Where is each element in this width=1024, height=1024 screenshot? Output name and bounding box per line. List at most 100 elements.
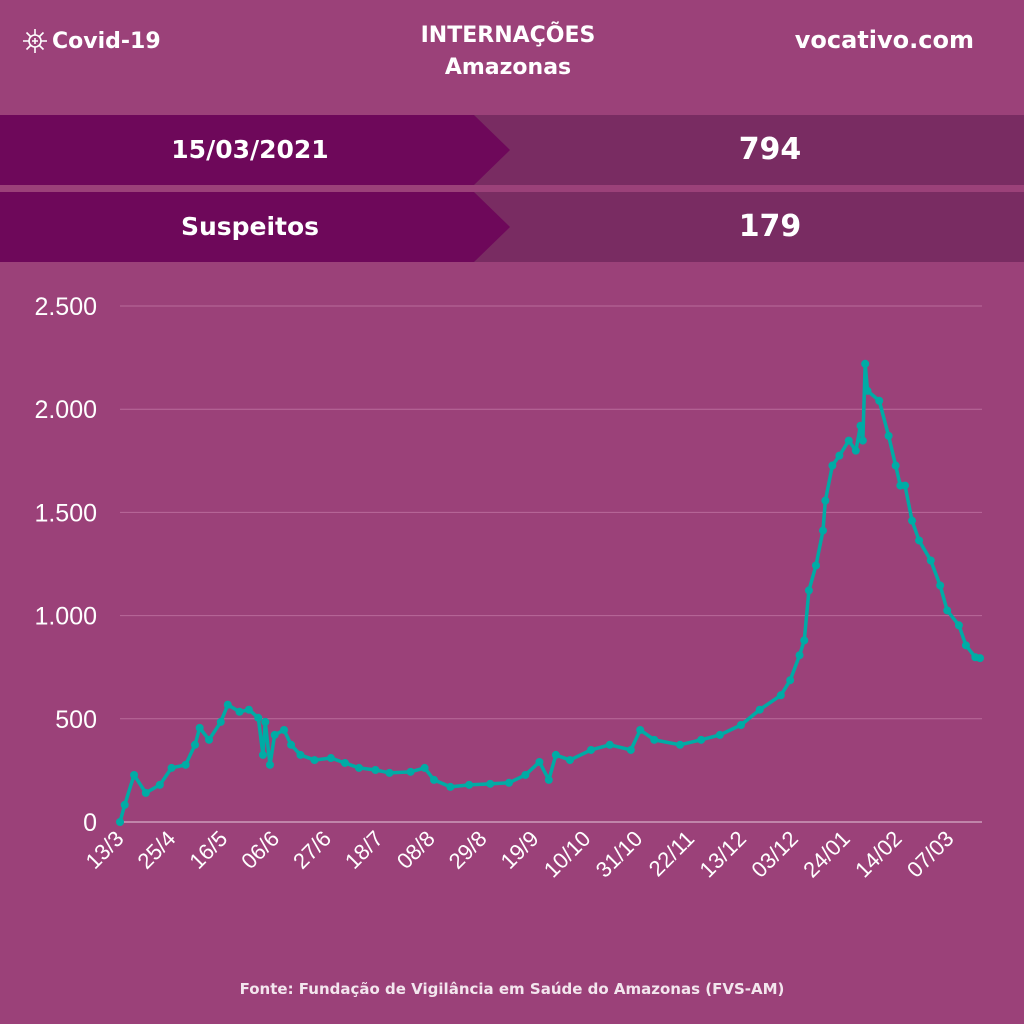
data-point bbox=[804, 586, 813, 595]
data-point bbox=[120, 800, 129, 809]
y-tick-label: 1.000 bbox=[34, 603, 97, 631]
stat-label: Suspeitos bbox=[180, 212, 320, 241]
data-point bbox=[258, 750, 267, 759]
data-point bbox=[326, 754, 335, 763]
data-point bbox=[504, 778, 513, 787]
x-tick-label: 27/6 bbox=[288, 826, 336, 874]
title: INTERNAÇÕES bbox=[420, 23, 596, 48]
data-point bbox=[863, 386, 872, 395]
data-point bbox=[216, 717, 225, 726]
data-point bbox=[891, 461, 900, 470]
data-point bbox=[406, 767, 415, 776]
x-tick-label: 06/6 bbox=[236, 826, 284, 874]
data-point bbox=[385, 768, 394, 777]
data-point bbox=[465, 780, 474, 789]
data-point bbox=[340, 758, 349, 767]
data-point bbox=[961, 641, 970, 650]
data-point bbox=[828, 461, 837, 470]
data-point bbox=[190, 740, 199, 749]
x-tick-label: 13/12 bbox=[694, 826, 751, 883]
data-point bbox=[430, 775, 439, 784]
data-point bbox=[167, 763, 176, 772]
data-point bbox=[130, 770, 139, 779]
x-tick-label: 18/7 bbox=[340, 826, 388, 874]
data-point bbox=[223, 700, 232, 709]
data-point bbox=[851, 446, 860, 455]
data-point bbox=[936, 581, 945, 590]
data-point bbox=[856, 421, 865, 430]
x-tick-label: 31/10 bbox=[591, 826, 648, 883]
data-point bbox=[355, 763, 364, 772]
site-name: vocativo.com bbox=[794, 26, 974, 54]
data-point bbox=[884, 431, 893, 440]
subtitle: Amazonas bbox=[444, 55, 572, 80]
data-point bbox=[235, 707, 244, 716]
data-point bbox=[626, 745, 635, 754]
data-point bbox=[844, 436, 853, 445]
source-note: Fonte: Fundação de Vigilância em Saúde d… bbox=[239, 980, 785, 998]
stat-label: 15/03/2021 bbox=[171, 135, 329, 164]
data-point bbox=[811, 561, 820, 570]
data-point bbox=[800, 636, 809, 645]
data-point bbox=[818, 526, 827, 535]
data-point bbox=[371, 765, 380, 774]
x-tick-label: 16/5 bbox=[184, 826, 232, 874]
data-point bbox=[296, 750, 305, 759]
x-tick-label: 10/10 bbox=[539, 826, 596, 883]
data-point bbox=[875, 396, 884, 405]
stat-value: 179 bbox=[738, 209, 802, 244]
data-point bbox=[776, 691, 785, 700]
data-point bbox=[195, 723, 204, 732]
data-point bbox=[287, 740, 296, 749]
x-tick-label: 03/12 bbox=[746, 826, 803, 883]
data-point bbox=[858, 436, 867, 445]
data-point bbox=[587, 745, 596, 754]
data-point bbox=[141, 788, 150, 797]
data-point bbox=[605, 740, 614, 749]
data-point bbox=[270, 730, 279, 739]
data-point bbox=[244, 705, 253, 714]
data-point bbox=[697, 735, 706, 744]
series-line bbox=[118, 362, 981, 823]
data-point bbox=[254, 713, 263, 722]
data-point bbox=[821, 496, 830, 505]
data-point bbox=[943, 606, 952, 615]
x-tick-label: 19/9 bbox=[496, 826, 544, 874]
data-point bbox=[521, 770, 530, 779]
data-point bbox=[786, 676, 795, 685]
data-point bbox=[535, 757, 544, 766]
data-point bbox=[544, 775, 553, 784]
data-point bbox=[265, 760, 274, 769]
stat-band-date: 15/03/2021 794 bbox=[0, 115, 1024, 185]
chart-title: INTERNAÇÕES Amazonas bbox=[0, 20, 1016, 84]
data-point bbox=[915, 536, 924, 545]
brand: Covid-19 bbox=[22, 28, 161, 54]
x-tick-label: 29/8 bbox=[444, 826, 492, 874]
data-point bbox=[486, 779, 495, 788]
data-point bbox=[181, 760, 190, 769]
x-tick-label: 07/03 bbox=[902, 826, 959, 883]
data-point bbox=[280, 725, 289, 734]
data-point bbox=[310, 756, 319, 765]
data-point bbox=[954, 621, 963, 630]
y-tick-label: 2.000 bbox=[34, 396, 97, 424]
stat-value: 794 bbox=[738, 132, 802, 167]
data-point bbox=[676, 740, 685, 749]
stat-band-suspects: Suspeitos 179 bbox=[0, 192, 1024, 262]
virus-icon bbox=[23, 29, 47, 53]
data-point bbox=[205, 735, 214, 744]
data-point bbox=[976, 654, 984, 663]
y-tick-label: 0 bbox=[83, 809, 97, 837]
data-point bbox=[835, 451, 844, 460]
x-tick-label: 22/11 bbox=[644, 826, 699, 881]
data-point bbox=[565, 756, 574, 765]
data-point bbox=[636, 725, 645, 734]
y-tick-label: 2.500 bbox=[34, 293, 97, 321]
x-tick-label: 14/02 bbox=[850, 826, 907, 883]
data-point bbox=[420, 763, 429, 772]
data-point bbox=[908, 516, 917, 525]
data-point bbox=[551, 750, 560, 759]
data-point bbox=[795, 651, 804, 660]
data-point bbox=[715, 730, 724, 739]
